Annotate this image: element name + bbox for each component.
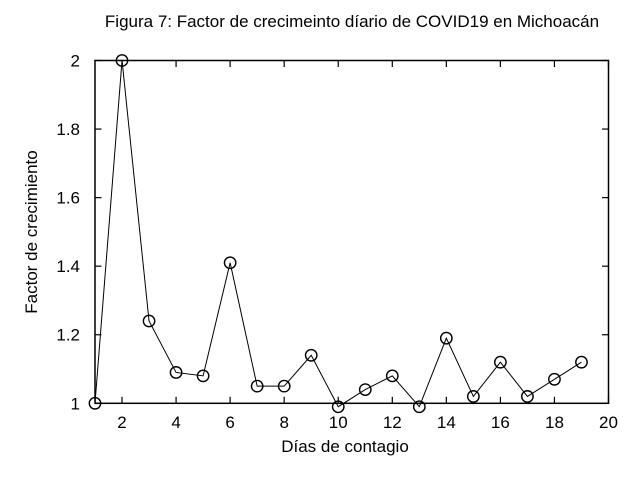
chart-title: Figura 7: Factor de crecimeinto díario d…: [104, 12, 600, 31]
x-tick-label: 8: [279, 413, 288, 432]
data-point-marker: [88, 396, 102, 410]
y-tick-label: 1: [71, 394, 80, 413]
data-point-marker: [358, 383, 372, 396]
data-point-marker: [331, 400, 345, 414]
y-tick-label: 1.2: [56, 326, 80, 345]
data-point-marker: [493, 355, 507, 369]
data-point-marker: [277, 379, 291, 393]
x-tick-label: 12: [383, 413, 402, 432]
data-point-marker: [521, 390, 534, 403]
x-tick-label: 16: [491, 413, 510, 432]
data-point-marker: [115, 54, 129, 67]
x-tick-label: 20: [599, 413, 618, 432]
data-point-marker: [439, 331, 453, 345]
data-point-marker: [304, 348, 318, 362]
x-tick-label: 4: [171, 413, 180, 432]
data-point-marker: [466, 390, 480, 403]
data-line: [94, 60, 582, 408]
y-tick-label: 1.6: [56, 189, 80, 208]
data-point-marker: [412, 400, 426, 414]
y-tick-label: 1.8: [56, 120, 80, 139]
data-point-marker: [223, 256, 237, 270]
data-point-marker: [196, 369, 210, 383]
data-point-marker: [575, 355, 588, 369]
data-point-marker: [169, 366, 183, 379]
axis-frame: [94, 59, 610, 405]
data-point-marker: [548, 372, 561, 386]
x-axis-label: Días de contagio: [281, 437, 409, 456]
y-tick-label: 1.4: [56, 257, 80, 276]
x-tick-label: 6: [225, 413, 234, 432]
x-tick-label: 10: [329, 413, 348, 432]
data-point-marker: [142, 314, 156, 328]
data-point-marker: [250, 379, 264, 393]
data-point-marker: [385, 369, 399, 383]
x-tick-label: 18: [545, 413, 564, 432]
y-tick-label: 2: [71, 52, 80, 71]
x-tick-label: 2: [117, 413, 126, 432]
x-tick-label: 14: [437, 413, 456, 432]
